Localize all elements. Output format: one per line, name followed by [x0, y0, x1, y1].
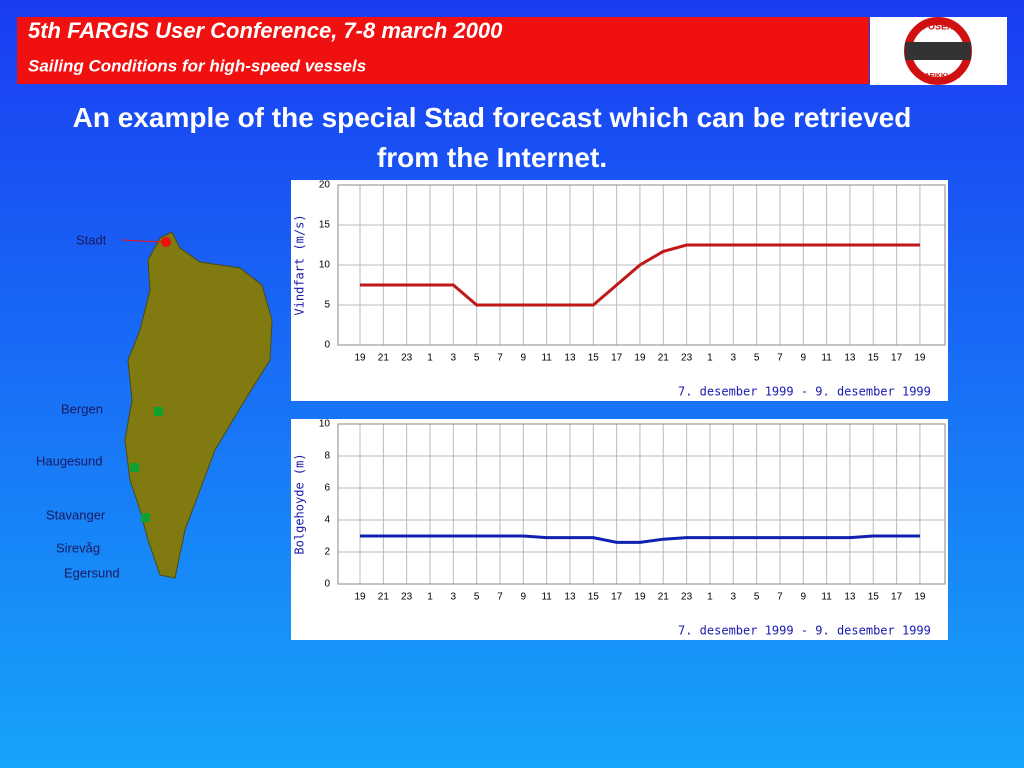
y-tick-label: 5: [324, 300, 330, 311]
x-tick-label: 3: [730, 353, 736, 364]
x-tick-label: 19: [914, 592, 926, 603]
x-tick-label: 3: [451, 592, 457, 603]
x-tick-label: 17: [891, 592, 903, 603]
x-tick-label: 7: [497, 592, 503, 603]
y-tick-label: 15: [319, 220, 331, 231]
y-tick-label: 8: [324, 451, 330, 462]
x-tick-label: 15: [868, 592, 880, 603]
x-tick-label: 19: [354, 353, 366, 364]
x-tick-label: 23: [681, 353, 693, 364]
logo-bottom: TRAFIKKLAG: [915, 73, 961, 80]
x-tick-label: 15: [588, 592, 600, 603]
place-marker: [154, 407, 163, 416]
x-tick-label: 17: [611, 592, 623, 603]
x-tick-label: 7: [777, 353, 783, 364]
x-tick-label: 5: [754, 353, 760, 364]
y-tick-label: 0: [324, 340, 330, 351]
x-tick-label: 11: [541, 353, 552, 364]
x-tick-label: 15: [868, 353, 880, 364]
y-tick-label: 20: [319, 180, 331, 191]
plot-frame: [337, 184, 946, 346]
plot-frame: [337, 423, 946, 585]
x-tick-label: 1: [427, 592, 433, 603]
x-tick-label: 19: [354, 592, 366, 603]
leader-line: [121, 239, 163, 243]
x-tick-label: 5: [474, 592, 480, 603]
x-tick-label: 21: [658, 592, 670, 603]
header-subtitle: Sailing Conditions for high-speed vessel…: [28, 56, 366, 75]
data-line: [360, 534, 920, 544]
x-tick-label: 13: [844, 353, 856, 364]
x-tick-label: 15: [588, 353, 600, 364]
x-tick-label: 3: [451, 353, 457, 364]
x-tick-label: 1: [707, 592, 713, 603]
x-tick-label: 7: [497, 353, 503, 364]
coastline: [124, 231, 273, 579]
x-tick-label: 9: [800, 592, 806, 603]
x-tick-label: 11: [821, 592, 832, 603]
place-label: Sirevåg: [56, 540, 100, 555]
logo-top: FOSEN: [922, 21, 953, 31]
y-axis-label: Bolgehoyde (m): [293, 453, 307, 554]
y-tick-label: 0: [324, 579, 330, 590]
x-tick-label: 9: [521, 592, 527, 603]
place-label: Bergen: [61, 401, 103, 416]
x-tick-label: 3: [730, 592, 736, 603]
x-tick-label: 19: [914, 353, 926, 364]
x-tick-label: 23: [401, 353, 413, 364]
x-tick-label: 23: [401, 592, 413, 603]
place-marker: [161, 237, 171, 247]
place-label: Haugesund: [36, 453, 103, 468]
chart-panel: [291, 180, 948, 401]
x-tick-label: 5: [754, 592, 760, 603]
x-tick-label: 19: [634, 592, 646, 603]
x-tick-label: 13: [564, 353, 576, 364]
x-axis-label: 7. desember 1999 - 9. desember 1999: [678, 624, 931, 638]
place-marker: [141, 513, 150, 522]
x-tick-label: 21: [378, 353, 390, 364]
x-tick-label: 13: [564, 592, 576, 603]
x-tick-label: 1: [707, 353, 713, 364]
place-label: Egersund: [64, 565, 120, 580]
x-tick-label: 11: [541, 592, 552, 603]
x-tick-label: 5: [474, 353, 480, 364]
place-label: Stadt: [76, 232, 107, 247]
place-marker: [130, 463, 139, 472]
logo-ship: [905, 42, 971, 60]
x-tick-label: 21: [658, 353, 670, 364]
y-tick-label: 6: [324, 483, 330, 494]
x-tick-label: 19: [634, 353, 646, 364]
header-bar: [17, 17, 869, 84]
y-tick-label: 10: [319, 419, 331, 430]
x-tick-label: 17: [891, 353, 903, 364]
x-tick-label: 1: [427, 353, 433, 364]
x-tick-label: 7: [777, 592, 783, 603]
data-line: [360, 243, 920, 307]
x-tick-label: 23: [681, 592, 693, 603]
x-tick-label: 9: [800, 353, 806, 364]
x-tick-label: 9: [521, 353, 527, 364]
header-title: 5th FARGIS User Conference, 7-8 march 20…: [28, 18, 503, 43]
y-tick-label: 10: [319, 260, 331, 271]
x-tick-label: 13: [844, 592, 856, 603]
x-tick-label: 21: [378, 592, 390, 603]
y-tick-label: 2: [324, 547, 330, 558]
x-tick-label: 11: [821, 353, 832, 364]
heading: An example of the special Stad forecast …: [72, 102, 912, 173]
y-tick-label: 4: [324, 515, 330, 526]
x-tick-label: 17: [611, 353, 623, 364]
place-label: Stavanger: [46, 507, 106, 522]
map: Stadt Bergen Haugesund Stavanger Sirevåg…: [36, 231, 273, 580]
x-axis-label: 7. desember 1999 - 9. desember 1999: [678, 385, 931, 399]
y-axis-label: Vindfart (m/s): [293, 214, 307, 315]
